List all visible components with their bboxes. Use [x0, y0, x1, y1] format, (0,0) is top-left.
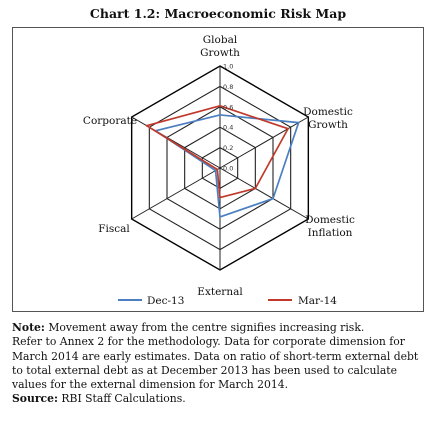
legend: Dec-13 Mar-14	[118, 295, 337, 307]
chart-notes: Note: Movement away from the centre sign…	[12, 321, 428, 407]
series-point	[287, 127, 289, 130]
axis-label-line: Growth	[308, 119, 348, 131]
axis-label: External	[197, 286, 243, 298]
chart-frame	[12, 27, 424, 312]
tick-label: 0.0	[223, 165, 233, 173]
series-point	[214, 169, 217, 172]
note-line-4: to total external debt as at December 20…	[12, 363, 398, 377]
note-line-1: Note: Movement away from the centre sign…	[12, 321, 428, 335]
tick-label: 1.0	[223, 63, 233, 71]
grid-spoke	[219, 116, 309, 169]
note-text-1: Movement away from the centre signifies …	[44, 321, 365, 334]
series-layer	[145, 104, 300, 218]
source-line: Source: RBI Staff Calculations.	[12, 392, 428, 406]
tick-label: 0.4	[223, 124, 233, 132]
grid-layer	[130, 65, 310, 271]
note-line-3: March 2014 are early estimates. Data on …	[12, 349, 419, 363]
tick-label: 0.6	[223, 103, 233, 111]
source-label: Source:	[12, 392, 58, 406]
grid-spoke	[131, 116, 221, 169]
note-label: Note:	[12, 321, 45, 334]
series-point	[219, 216, 221, 218]
chart-title: Chart 1.2: Macroeconomic Risk Map	[89, 6, 347, 21]
series-point	[254, 187, 257, 190]
axis-label: Global Growth	[200, 34, 240, 59]
axis-label-line: Corporate	[83, 115, 137, 127]
axis-label: Corporate	[83, 115, 137, 127]
axis-label: Fiscal	[98, 223, 130, 235]
axis-label-line: Domestic	[303, 106, 353, 118]
axis-label-line: Growth	[200, 47, 240, 59]
series-point	[219, 114, 221, 116]
legend-label: Dec-13	[147, 295, 184, 307]
series-point	[145, 124, 148, 127]
legend-label: Mar-14	[298, 295, 337, 307]
series-point	[216, 168, 219, 171]
tick-label: 0.2	[223, 144, 233, 152]
series-point	[272, 197, 274, 200]
axis-label-line: Fiscal	[98, 223, 130, 235]
grid-spoke	[131, 167, 221, 220]
axis-label: Domestic Inflation	[305, 214, 355, 239]
tick-label: 0.8	[223, 83, 233, 91]
axis-label-line: Global	[203, 34, 238, 46]
note-line-2: Refer to Annex 2 for the methodology. Da…	[12, 335, 405, 349]
axis-label-line: Domestic	[305, 214, 355, 226]
axis-label: Domestic Growth	[303, 106, 353, 131]
axis-label-line: Inflation	[308, 227, 353, 239]
series-point	[297, 121, 300, 124]
axis-label-line: External	[197, 286, 243, 298]
series-point	[219, 196, 221, 199]
series-point	[219, 104, 221, 107]
grid-spoke	[219, 167, 309, 220]
source-text: RBI Staff Calculations.	[57, 392, 186, 406]
note-line-5: values for the external dimension for Ma…	[12, 378, 289, 392]
